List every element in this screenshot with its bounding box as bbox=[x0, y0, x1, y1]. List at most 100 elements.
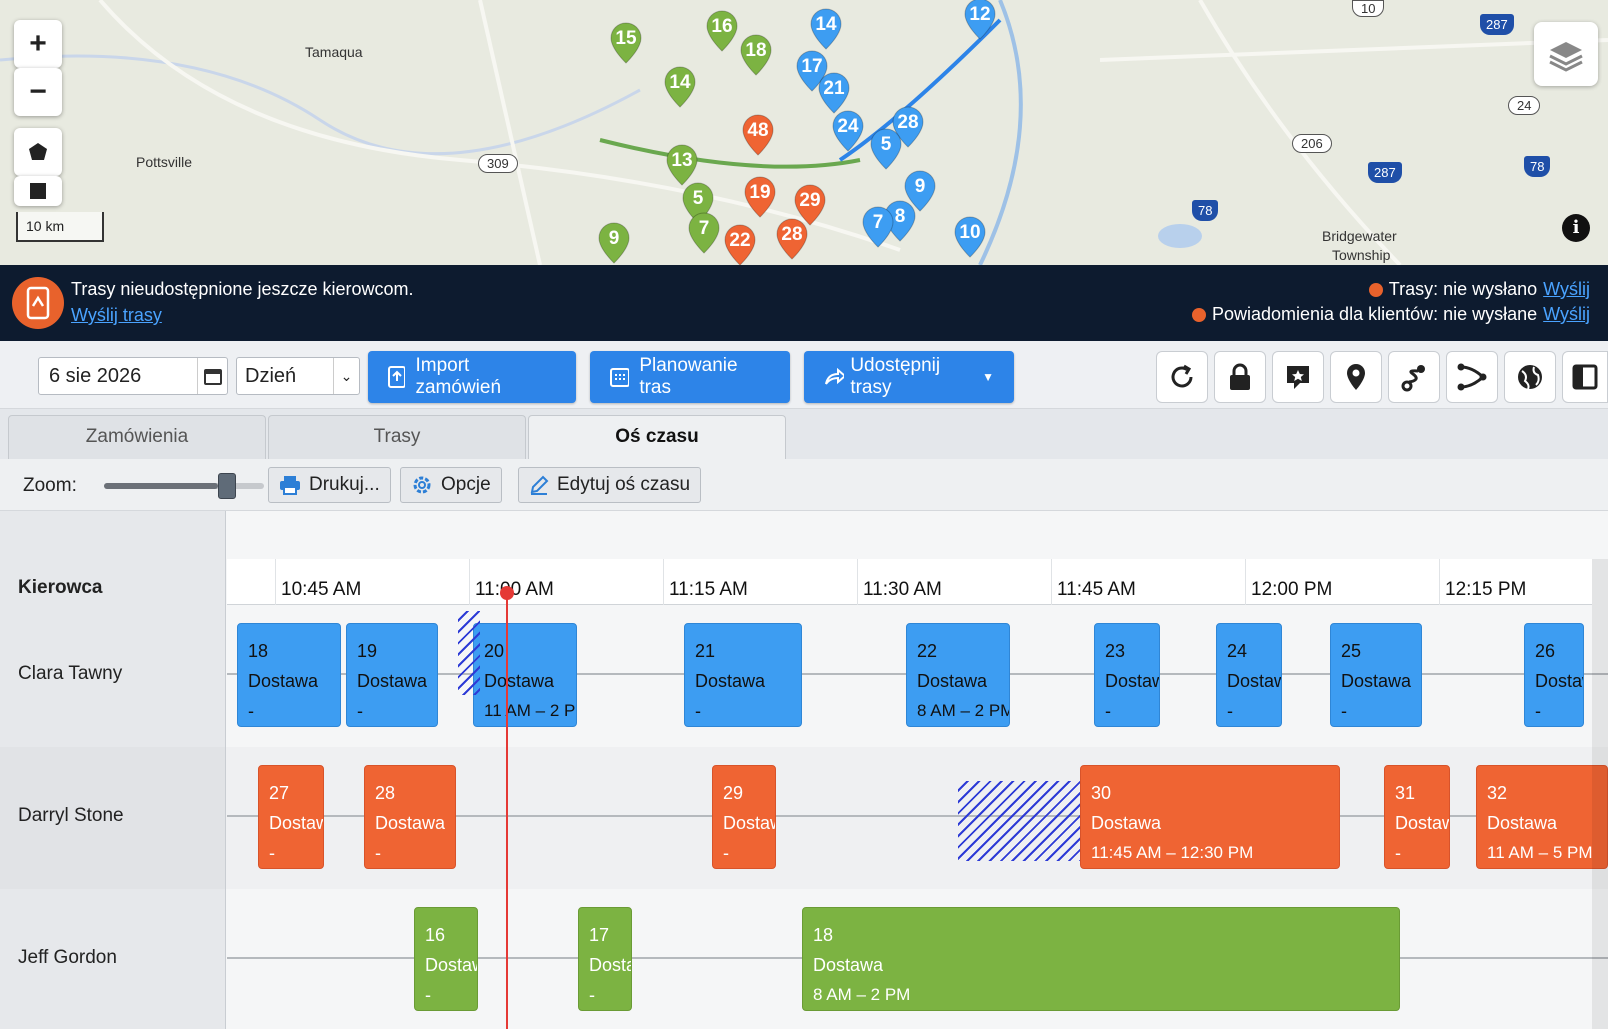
tab-routes[interactable]: Trasy bbox=[268, 415, 526, 459]
timeline-stop-block[interactable]: 22 Dostawa 8 AM – 2 PM bbox=[906, 623, 1010, 727]
send-routes-link[interactable]: Wyślij trasy bbox=[71, 305, 162, 325]
map-stop-pin[interactable]: 28 bbox=[775, 218, 809, 260]
route-icon[interactable] bbox=[1388, 351, 1440, 403]
stop-number: 32 bbox=[1487, 783, 1508, 803]
import-orders-button[interactable]: Import zamówień bbox=[368, 351, 576, 403]
map-stop-pin[interactable]: 8 bbox=[883, 200, 917, 242]
map-stop-pin[interactable]: 13 bbox=[665, 144, 699, 186]
map-stop-pin[interactable]: 19 bbox=[743, 176, 777, 218]
timeline-stop-block[interactable]: 20 Dostawa 11 AM – 2 PM bbox=[473, 623, 577, 727]
driver-name[interactable]: Jeff Gordon bbox=[18, 947, 117, 968]
map-stop-pin[interactable]: 7 bbox=[861, 206, 895, 248]
date-value: 6 sie 2026 bbox=[49, 365, 142, 387]
sidebar-toggle-icon[interactable] bbox=[1562, 351, 1608, 403]
map-stop-pin[interactable]: 9 bbox=[597, 222, 631, 264]
road-shield: 309 bbox=[478, 154, 518, 173]
timeline-stop-block[interactable]: 25 Dostawa - bbox=[1330, 623, 1422, 727]
globe-icon[interactable] bbox=[1504, 351, 1556, 403]
map-stop-number: 9 bbox=[914, 176, 926, 197]
timeline-stop-block[interactable]: 28 Dostawa - bbox=[364, 765, 456, 869]
zoom-out-button[interactable]: − bbox=[14, 68, 62, 116]
zoom-slider-thumb[interactable] bbox=[218, 473, 236, 499]
timeline-stop-block[interactable]: 16 Dostawa - bbox=[414, 907, 478, 1011]
tick-line bbox=[1051, 559, 1052, 605]
zoom-in-button[interactable]: + bbox=[14, 20, 62, 68]
timeline-stop-block[interactable]: 18 Dostawa 8 AM – 2 PM bbox=[802, 907, 1400, 1011]
send-notifications-link[interactable]: Wyślij bbox=[1543, 304, 1590, 324]
options-label: Opcje bbox=[441, 474, 491, 495]
stop-number: 28 bbox=[375, 783, 396, 803]
map-stop-pin[interactable]: 14 bbox=[663, 66, 697, 108]
share-routes-button[interactable]: Udostępnij trasy ▼ bbox=[804, 351, 1014, 403]
chevron-down-icon: ⌄ bbox=[333, 358, 359, 394]
map-stop-number: 24 bbox=[837, 116, 859, 137]
calendar-icon[interactable] bbox=[197, 358, 227, 394]
polygon-draw-icon[interactable] bbox=[14, 128, 62, 176]
map-stop-pin[interactable]: 29 bbox=[793, 184, 827, 226]
route-map[interactable]: + − 10 km Tamaqua Pottsville Bridgewater… bbox=[0, 0, 1608, 265]
map-stop-pin[interactable]: 21 bbox=[817, 72, 851, 114]
rectangle-draw-icon[interactable] bbox=[14, 176, 62, 206]
road-shield: 24 bbox=[1508, 96, 1541, 115]
map-stop-pin[interactable]: 14 bbox=[809, 8, 843, 50]
stop-type: Dostawa bbox=[269, 813, 323, 833]
timeline-stop-block[interactable]: 18 Dostawa - bbox=[237, 623, 341, 727]
driver-name[interactable]: Darryl Stone bbox=[18, 805, 124, 826]
timeline-view: Kierowca 10:45 AM 11:00 AM 11:15 AM 11:30 A… bbox=[0, 511, 1608, 1029]
map-stop-pin[interactable]: 15 bbox=[609, 22, 643, 64]
map-stop-pin[interactable]: 10 bbox=[953, 216, 987, 258]
timeline-stop-block[interactable]: 24 Dostawa - bbox=[1216, 623, 1282, 727]
map-stop-pin[interactable]: 48 bbox=[741, 114, 775, 156]
driver-name[interactable]: Clara Tawny bbox=[18, 663, 123, 684]
driver-row-label-cell bbox=[0, 747, 226, 889]
stop-number: 18 bbox=[248, 641, 269, 661]
edit-timeline-button[interactable]: Edytuj oś czasu bbox=[518, 467, 702, 503]
timeline-stop-block[interactable]: 32 Dostawa 11 AM – 5 PM bbox=[1476, 765, 1608, 869]
map-stop-pin[interactable]: 18 bbox=[739, 34, 773, 76]
map-stop-pin[interactable]: 22 bbox=[723, 224, 757, 265]
timeline-stop-block[interactable]: 26 Dostawa - bbox=[1524, 623, 1584, 727]
timeline-stop-block[interactable]: 30 Dostawa 11:45 AM – 12:30 PM bbox=[1080, 765, 1340, 869]
map-stop-pin[interactable]: 5 bbox=[869, 128, 903, 170]
timeline-stop-block[interactable]: 27 Dostawa - bbox=[258, 765, 324, 869]
tab-orders[interactable]: Zamówienia bbox=[8, 415, 266, 459]
info-icon[interactable]: i bbox=[1562, 214, 1590, 242]
route-split-icon[interactable] bbox=[1446, 351, 1498, 403]
send-routes-status-link[interactable]: Wyślij bbox=[1543, 279, 1590, 299]
print-button[interactable]: Drukuj... bbox=[268, 467, 391, 503]
zoom-slider[interactable] bbox=[104, 473, 264, 499]
timeline-stop-block[interactable]: 19 Dostawa - bbox=[346, 623, 438, 727]
map-stop-pin[interactable]: 9 bbox=[903, 170, 937, 212]
map-stop-pin[interactable]: 28 bbox=[891, 106, 925, 148]
route-planning-button[interactable]: Planowanie tras bbox=[590, 351, 790, 403]
map-stop-pin[interactable]: 24 bbox=[831, 110, 865, 152]
stop-type: Dostawa bbox=[589, 955, 631, 975]
lock-icon[interactable] bbox=[1214, 351, 1266, 403]
refresh-icon[interactable] bbox=[1156, 351, 1208, 403]
map-stop-pin[interactable]: 17 bbox=[795, 50, 829, 92]
route-planning-label: Planowanie tras bbox=[639, 355, 738, 398]
timeline-stop-block[interactable]: 29 Dostawa - bbox=[712, 765, 776, 869]
map-stop-pin[interactable]: 12 bbox=[963, 0, 997, 40]
import-orders-label: Import zamówień bbox=[415, 355, 502, 398]
starred-message-icon[interactable] bbox=[1272, 351, 1324, 403]
timeline-stop-block[interactable]: 21 Dostawa - bbox=[684, 623, 802, 727]
layers-button[interactable] bbox=[1534, 22, 1598, 86]
timeline-stop-block[interactable]: 17 Dostawa - bbox=[578, 907, 632, 1011]
date-picker[interactable]: 6 sie 2026 bbox=[38, 357, 228, 395]
place-label: Tamaqua bbox=[305, 44, 363, 60]
timeline-controls: Zoom: Drukuj... Opcje Edytuj oś czasu bbox=[0, 459, 1608, 511]
tab-timeline[interactable]: Oś czasu bbox=[528, 415, 786, 459]
stop-number: 30 bbox=[1091, 783, 1112, 803]
stop-time-window: - bbox=[589, 985, 595, 1005]
location-pin-icon[interactable] bbox=[1330, 351, 1382, 403]
options-button[interactable]: Opcje bbox=[400, 467, 502, 503]
map-stop-pin[interactable]: 7 bbox=[687, 212, 721, 254]
timeline-stop-block[interactable]: 23 Dostawa - bbox=[1094, 623, 1160, 727]
map-stop-number: 48 bbox=[747, 120, 769, 141]
map-stop-pin[interactable]: 16 bbox=[705, 10, 739, 52]
timeline-stop-block[interactable]: 31 Dostawa - bbox=[1384, 765, 1450, 869]
stop-number: 26 bbox=[1535, 641, 1556, 661]
stop-number: 22 bbox=[917, 641, 938, 661]
period-select[interactable]: Dzień ⌄ bbox=[236, 357, 360, 395]
